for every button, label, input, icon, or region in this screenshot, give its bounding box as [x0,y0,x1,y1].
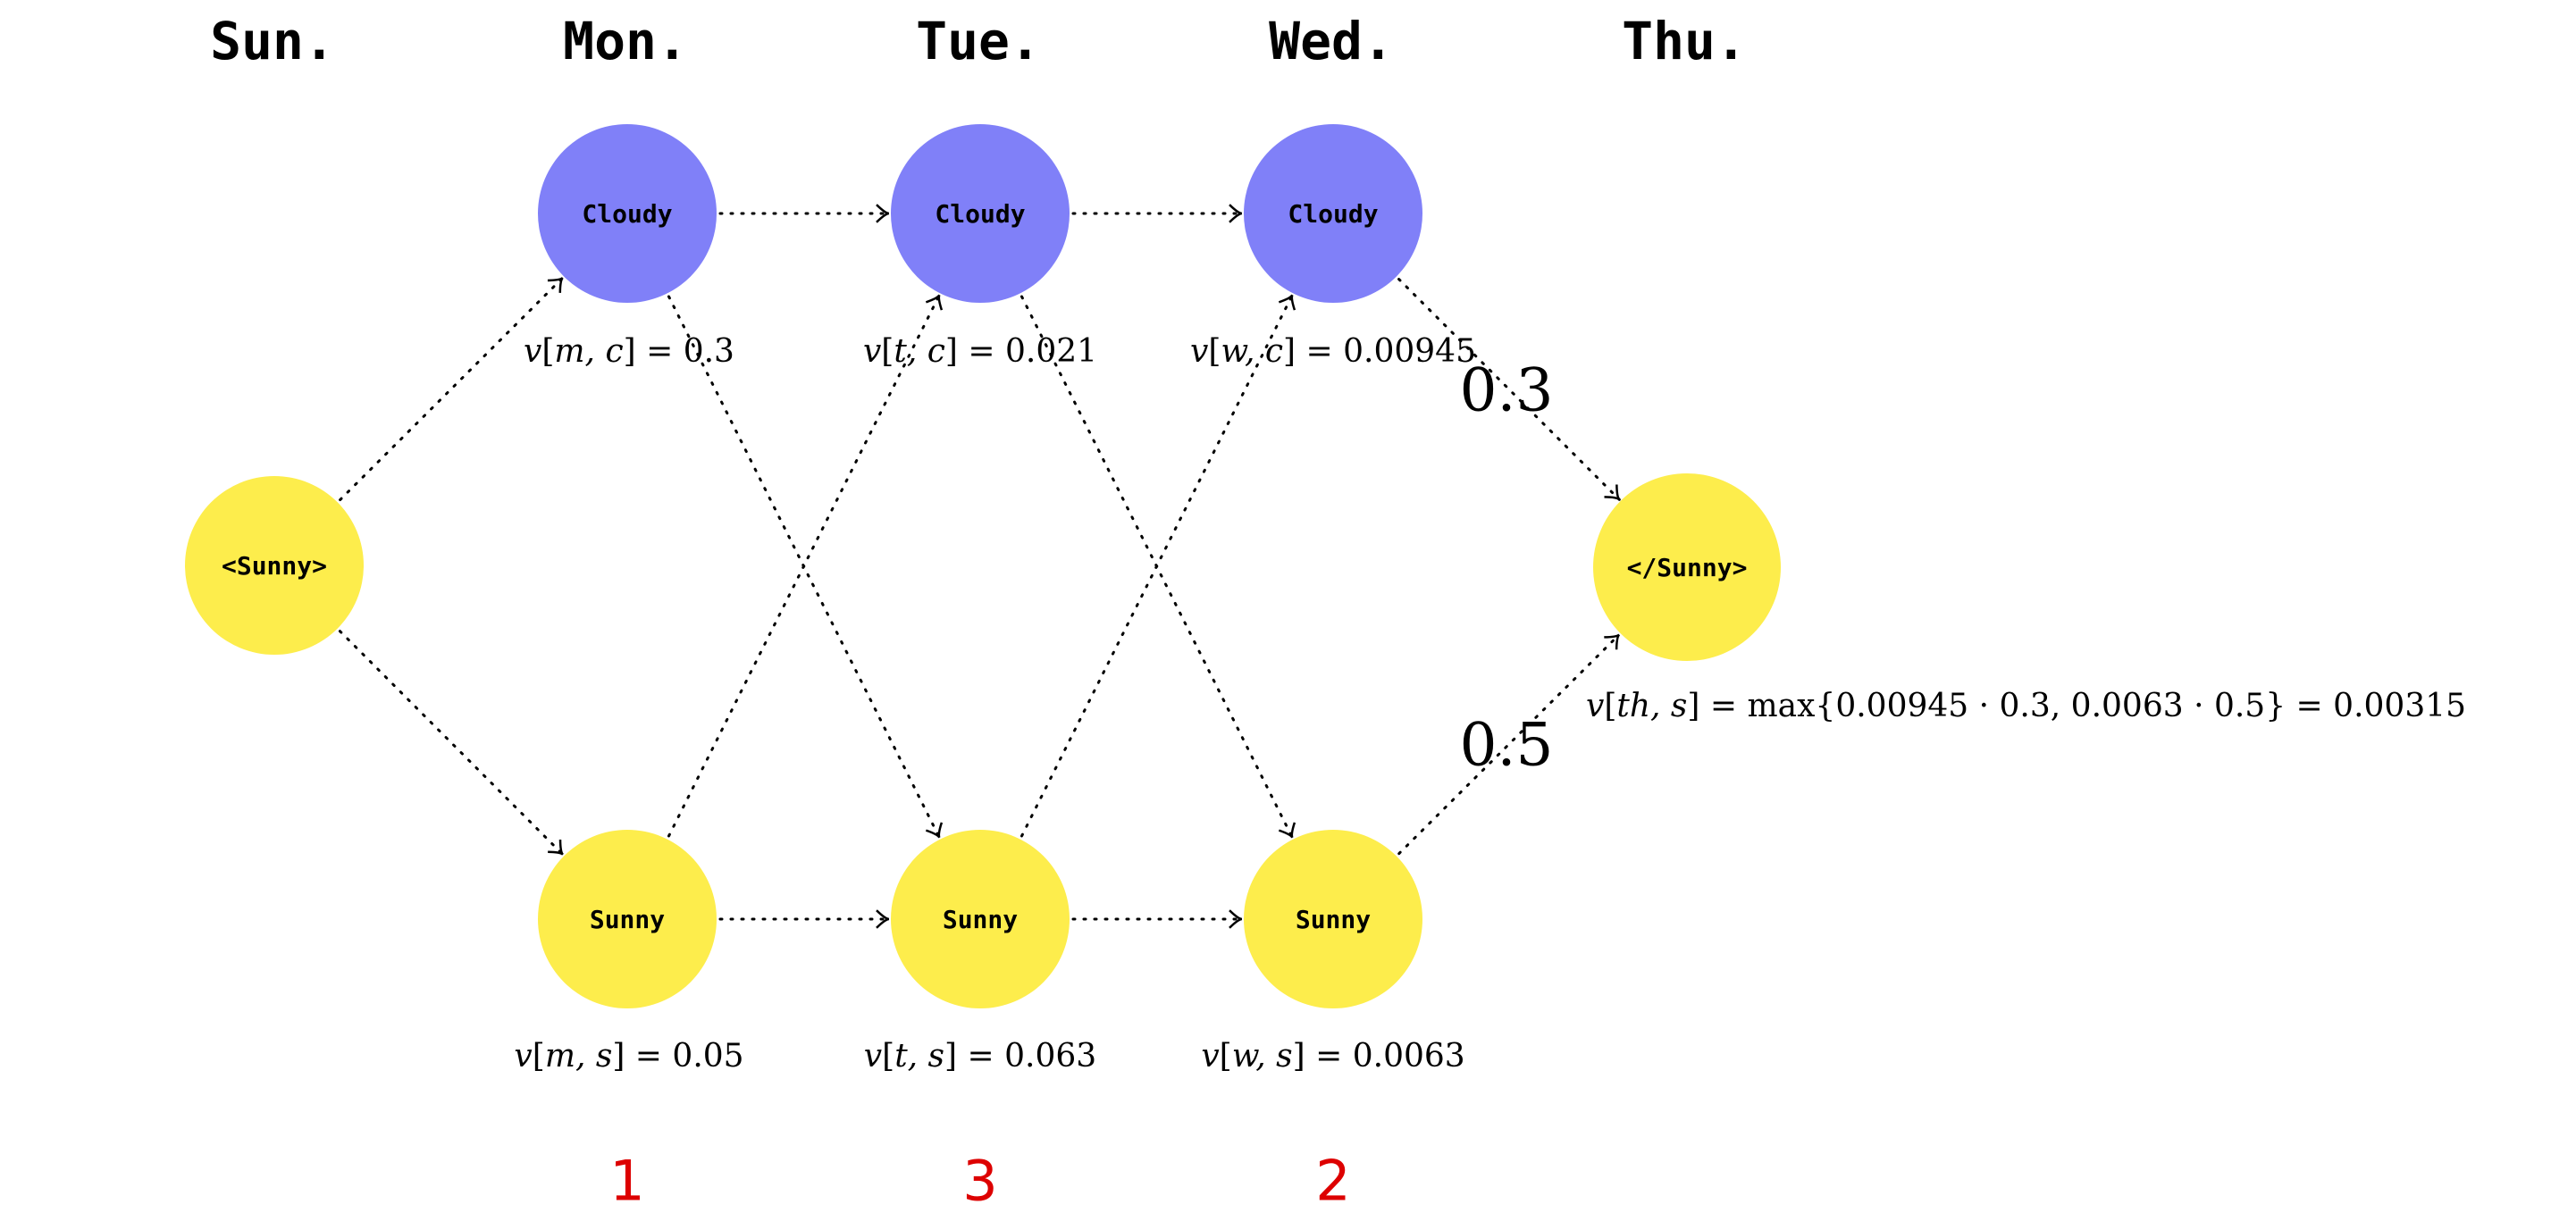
edge-mon_s-to-tue_c [667,293,941,838]
node-mon-sunny: Sunny [538,830,717,1008]
arrowhead-tue_s-to-wed_c [1278,294,1296,311]
arrowhead-mon_c-to-tue_s [925,822,944,839]
arrowhead-tue_c-to-wed_s [1278,822,1296,839]
rank-wed: 2 [1315,1148,1351,1214]
rank-tue: 3 [962,1148,998,1214]
day-header-mon: Mon. [563,11,688,71]
day-header-sun: Sun. [210,11,335,71]
node-start-sunny: <Sunny> [185,476,364,655]
node-mon-cloudy: Cloudy [538,124,717,303]
edge-start-to-mon_c [339,276,565,502]
rank-mon: 1 [609,1148,645,1214]
node-end-sunny: </Sunny> [1593,473,1781,661]
arrowhead-start-to-mon_c [547,277,564,293]
edge-wed_s-to-end [1397,632,1621,856]
arrowhead-start-to-mon_s [548,839,564,856]
edge-tue_s-to-wed_c [1020,293,1294,838]
value-label-wed-cloudy: v[w, c] = 0.00945 [1190,333,1476,370]
arrowhead-tue_c-to-wed_c [1229,204,1243,223]
day-header-tue: Tue. [916,11,1041,71]
value-label-mon-sunny: v[m, s] = 0.05 [514,1038,744,1075]
node-tue-cloudy: Cloudy [891,124,1070,303]
edge-wed_c-to-end [1397,278,1621,501]
node-tue-sunny: Sunny [891,830,1070,1008]
node-wed-cloudy: Cloudy [1244,124,1422,303]
value-label-wed-sunny: v[w, s] = 0.0063 [1201,1038,1465,1075]
day-header-thu: Thu. [1622,11,1747,71]
arrowhead-mon_s-to-tue_c [925,294,944,311]
arrowhead-tue_s-to-wed_s [1229,909,1243,929]
node-wed-sunny: Sunny [1244,830,1422,1008]
value-label-end-sunny: v[th, s] = max{0.00945 · 0.3, 0.0063 · 0… [1586,688,2467,724]
value-label-tue-cloudy: v[t, c] = 0.021 [862,333,1098,370]
day-header-wed: Wed. [1269,11,1394,71]
value-label-tue-sunny: v[t, s] = 0.063 [863,1038,1097,1075]
edge-weight-sunny-end: 0.5 [1459,710,1554,780]
edge-weight-cloudy-end: 0.3 [1459,355,1554,425]
value-label-mon-cloudy: v[m, c] = 0.3 [524,333,734,370]
edge-start-to-mon_s [338,630,565,857]
arrowhead-mon_c-to-tue_c [876,204,890,223]
arrowhead-mon_s-to-tue_s [876,909,890,929]
